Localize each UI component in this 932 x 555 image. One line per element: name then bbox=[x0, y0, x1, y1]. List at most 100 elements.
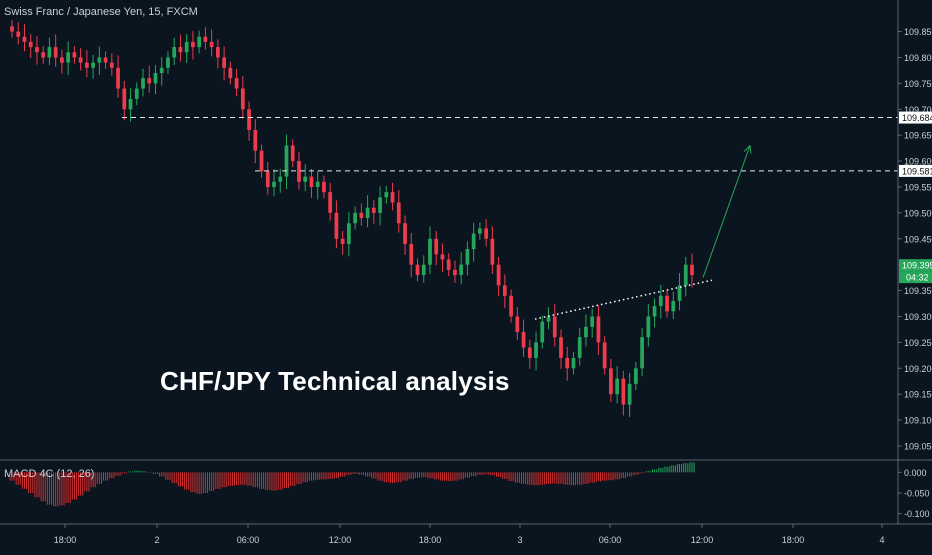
candle-down bbox=[453, 269, 457, 276]
candle-down bbox=[191, 41, 195, 48]
price-tick-label: 109.300 bbox=[904, 312, 932, 322]
candle-down bbox=[16, 31, 21, 37]
candle-up bbox=[128, 98, 133, 110]
candle-down bbox=[609, 368, 613, 395]
candle-down bbox=[484, 228, 488, 239]
candle-up bbox=[584, 326, 588, 338]
candle-down bbox=[621, 378, 626, 405]
current-price-box bbox=[899, 259, 932, 272]
candle-up bbox=[172, 47, 177, 58]
price-tick-label: 109.700 bbox=[904, 105, 932, 115]
candle-down bbox=[222, 57, 226, 68]
time-tick-label: 12:00 bbox=[329, 535, 352, 545]
price-tick-label: 109.550 bbox=[904, 182, 932, 192]
candle-up bbox=[315, 181, 320, 187]
candle-down bbox=[409, 243, 414, 265]
candle-down bbox=[240, 88, 245, 110]
price-tick-label: 109.200 bbox=[904, 364, 932, 374]
candle-up bbox=[91, 62, 95, 68]
level-price-box bbox=[899, 164, 932, 177]
price-tick-label: 109.100 bbox=[904, 416, 932, 426]
candle-up bbox=[97, 57, 102, 63]
candle-down bbox=[415, 264, 420, 276]
candle-down bbox=[390, 192, 395, 203]
price-tick-label: 109.750 bbox=[904, 79, 932, 89]
candle-down bbox=[203, 36, 208, 42]
candle-up bbox=[166, 57, 170, 68]
macd-indicator-label[interactable]: MACD 4C (12, 26) bbox=[4, 468, 95, 480]
candle-down bbox=[22, 36, 27, 42]
candles-layer bbox=[10, 20, 694, 417]
candle-up bbox=[353, 212, 357, 224]
candle-down bbox=[116, 67, 120, 89]
macd-axis: 0.000 -0.050 -0.100 bbox=[898, 468, 930, 519]
time-tick-label: 18:00 bbox=[782, 535, 805, 545]
candle-down bbox=[359, 212, 364, 219]
candle-up bbox=[365, 207, 370, 219]
price-tick-label: 109.850 bbox=[904, 27, 932, 37]
candle-down bbox=[596, 316, 601, 343]
candle-down bbox=[527, 347, 532, 358]
time-tick-label: 18:00 bbox=[54, 535, 77, 545]
candle-down bbox=[396, 202, 401, 224]
candle-down bbox=[53, 47, 58, 58]
dotted-trendline bbox=[534, 279, 713, 320]
candle-up bbox=[652, 306, 657, 317]
candle-down bbox=[403, 223, 407, 244]
candle-down bbox=[103, 57, 108, 63]
price-tick-label: 109.650 bbox=[904, 131, 932, 141]
candle-up bbox=[47, 47, 52, 58]
time-tick-label: 2 bbox=[154, 535, 159, 545]
price-tick-label: 109.350 bbox=[904, 286, 932, 296]
candle-up bbox=[471, 233, 476, 250]
candle-up bbox=[303, 176, 308, 182]
candle-up bbox=[534, 342, 538, 358]
candle-up bbox=[284, 145, 289, 177]
candle-down bbox=[690, 264, 694, 276]
price-tick-label: 109.250 bbox=[904, 338, 932, 348]
candle-up bbox=[278, 176, 283, 182]
candle-up bbox=[671, 300, 676, 312]
price-tick-label: 109.800 bbox=[904, 53, 932, 63]
candle-up bbox=[197, 36, 202, 48]
candle-down bbox=[297, 161, 301, 182]
candle-down bbox=[565, 357, 570, 369]
candle-down bbox=[109, 62, 114, 68]
candle-down bbox=[521, 332, 526, 348]
candle-up bbox=[590, 316, 595, 327]
level-price-label: 109.684 bbox=[902, 113, 932, 123]
price-tick-label: 109.500 bbox=[904, 208, 932, 218]
candle-down bbox=[259, 150, 264, 172]
candle-up bbox=[141, 78, 145, 89]
price-axis: 109.850 109.800 109.750 109.700 109.650 109.6… bbox=[0, 0, 932, 525]
time-tick-label: 12:00 bbox=[691, 535, 714, 545]
price-tick-label: 109.600 bbox=[904, 157, 932, 167]
candle-up bbox=[658, 295, 663, 307]
candle-down bbox=[496, 264, 501, 286]
macd-tick-label: -0.050 bbox=[904, 489, 930, 499]
candle-down bbox=[290, 145, 295, 162]
candle-down bbox=[228, 67, 233, 79]
candle-down bbox=[334, 212, 339, 239]
candle-down bbox=[216, 47, 220, 58]
candle-down bbox=[559, 337, 563, 358]
candle-up bbox=[347, 223, 351, 244]
candle-up bbox=[478, 228, 482, 234]
candle-up bbox=[615, 378, 620, 395]
candle-up bbox=[683, 264, 688, 286]
projection-arrow-head bbox=[743, 145, 752, 154]
macd-tick-label: -0.100 bbox=[904, 509, 930, 519]
level-price-label: 109.581 bbox=[902, 166, 932, 176]
time-tick-label: 06:00 bbox=[599, 535, 622, 545]
candle-down bbox=[665, 295, 669, 312]
candle-down bbox=[35, 47, 39, 53]
candle-down bbox=[234, 78, 239, 89]
candle-up bbox=[272, 181, 276, 187]
time-tick-label: 4 bbox=[879, 535, 884, 545]
candle-down bbox=[178, 47, 183, 53]
candle-up bbox=[378, 197, 382, 213]
candle-down bbox=[371, 207, 376, 213]
